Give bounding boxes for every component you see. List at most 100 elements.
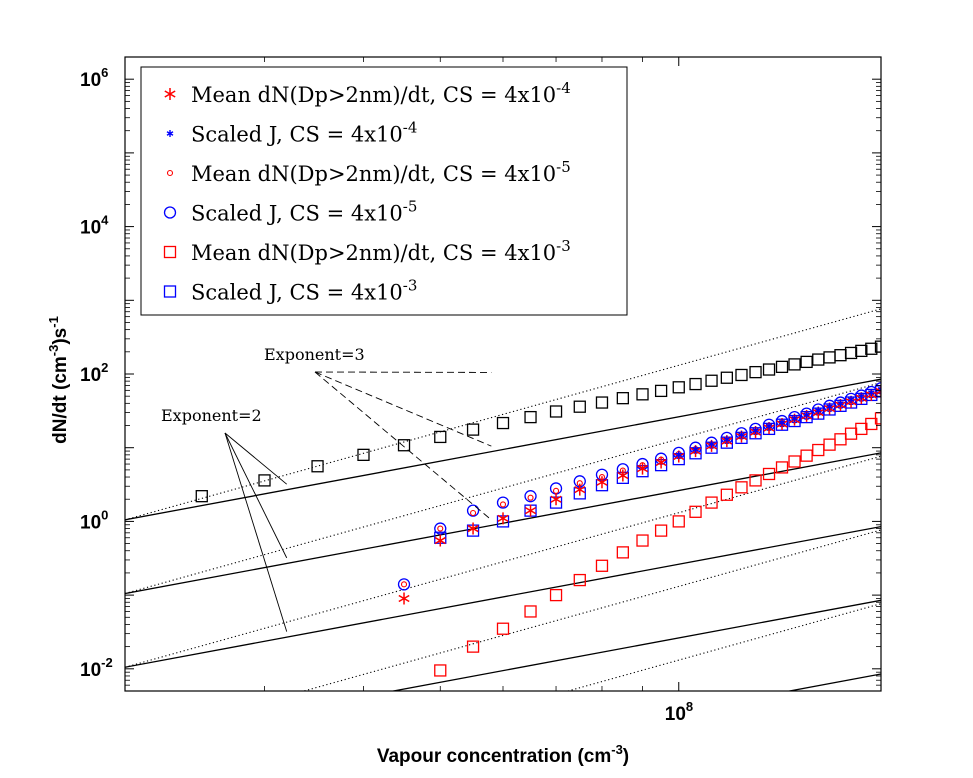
series-7-point [397, 439, 411, 452]
annotations: Exponent=3 Exponent=2 [155, 337, 492, 632]
legend-label-exponent: -4 [403, 119, 418, 137]
series-7-point [357, 448, 370, 461]
series-7-point [855, 344, 868, 358]
legend-marker [166, 130, 174, 137]
series-3-point [527, 494, 534, 501]
series-7-point [258, 474, 271, 487]
series-4-point [466, 504, 480, 517]
series-2-point [708, 440, 715, 448]
legend-entry-5: Mean dN(Dp>2nm)/dt, CS = 4x10-3 [163, 237, 571, 265]
series-2-point [857, 392, 865, 400]
legend-label-exponent: -4 [556, 79, 571, 97]
series-7-point [720, 371, 733, 384]
series-7-point [311, 460, 324, 473]
series-2-point [752, 426, 759, 434]
legend-label-main: Scaled J, CS = 4x10 [191, 202, 403, 226]
reference-line-exp2-3 [125, 525, 881, 668]
annotation-box [155, 398, 305, 432]
series-2-point [867, 389, 875, 397]
series-1-point [550, 493, 562, 506]
annotation-exponent-3: Exponent=3 [258, 337, 492, 521]
series-1-point [596, 476, 608, 489]
legend-label-main: Mean dN(Dp>2nm)/dt, CS = 4x10 [191, 83, 556, 107]
series-7-point [762, 363, 776, 376]
x-axis-title-close: ) [623, 746, 629, 767]
series-1-point [574, 483, 586, 496]
series-5-point [672, 515, 685, 528]
legend-label-main: Mean dN(Dp>2nm)/dt, CS = 4x10 [191, 241, 556, 265]
reference-line-exp3-7 [125, 382, 881, 595]
annotation-text: Exponent=2 [161, 406, 262, 425]
series-7-point [788, 358, 801, 371]
series-1-point [497, 512, 509, 525]
y-tick-exponent: 2 [101, 360, 108, 375]
x-tick-exponent: 8 [686, 699, 693, 714]
series-7-point [195, 490, 208, 503]
x-axis-title: Vapour concentration (cm-3) [377, 742, 629, 767]
series-1-point [617, 469, 629, 482]
series-2-point [837, 399, 844, 407]
y-axis-title-main: dN/dt (cm [50, 356, 71, 444]
legend-marker [166, 169, 174, 177]
series-7-point [689, 377, 702, 391]
series-5-point [654, 524, 668, 537]
series-7-point [549, 405, 563, 418]
data-series-layer [195, 340, 881, 677]
series-1-point [434, 534, 446, 547]
series-5-point [762, 467, 776, 481]
series-7-point [466, 423, 480, 436]
series-7-point [654, 384, 668, 398]
series-7-point [672, 381, 685, 394]
series-7-point [800, 355, 813, 369]
series-3-point [437, 525, 444, 532]
y-axis-title-exponent-1: -3 [46, 345, 61, 357]
annotation-pointer [224, 432, 288, 485]
series-5-point [775, 461, 789, 474]
series-2-point [738, 431, 745, 439]
series-7-point [705, 374, 718, 387]
series-5-point [720, 488, 733, 501]
series-5-point [434, 664, 447, 677]
series-4-point [434, 522, 447, 535]
annotation-pointer [224, 432, 288, 632]
series-1-point [524, 504, 537, 517]
legend-marker [164, 88, 176, 100]
legend-marker [163, 285, 177, 298]
x-axis-title-exponent: -3 [611, 742, 623, 757]
series-2-point [814, 406, 822, 414]
y-axis-title-mid: )s [50, 328, 71, 345]
series-7-point [434, 430, 447, 444]
legend-box [140, 66, 628, 316]
series-1-point [636, 462, 649, 475]
legend-marker [163, 245, 177, 259]
series-5-point [874, 412, 881, 425]
legend-entry-1: Mean dN(Dp>2nm)/dt, CS = 4x10-4 [164, 79, 571, 107]
series-5-point [573, 573, 586, 587]
series-7-point [749, 365, 762, 379]
y-axis-title: dN/dt (cm-3)s-1 [46, 316, 71, 444]
annotation-pointer [314, 371, 492, 447]
y-tick-base: 10 [80, 218, 101, 239]
series-2-point [765, 422, 773, 430]
series-5-point [800, 449, 813, 462]
series-4-point [524, 490, 537, 503]
x-tick-label: 108 [665, 699, 693, 725]
y-tick-base: 10 [80, 660, 101, 681]
y-tick-exponent: 6 [101, 65, 108, 80]
series-7-point [496, 416, 510, 430]
series-4-point [397, 578, 411, 591]
annotation-text: Exponent=3 [264, 345, 365, 364]
series-5-point [616, 546, 629, 559]
series-5-point [689, 505, 702, 518]
annotation-box [258, 337, 408, 371]
y-tick-label: 102 [80, 360, 108, 386]
series-3-point [499, 501, 507, 508]
series-3-point [400, 581, 408, 588]
series-7-point [616, 392, 629, 405]
series-7-point [636, 388, 649, 401]
series-7-point [735, 368, 748, 382]
legend-label-exponent: -5 [556, 158, 571, 176]
series-1-point [467, 522, 479, 535]
